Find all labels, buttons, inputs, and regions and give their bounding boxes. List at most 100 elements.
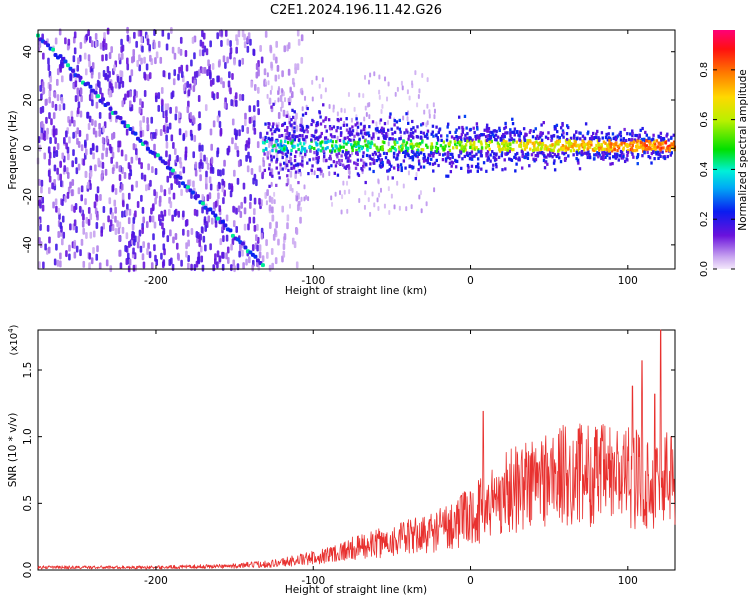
spectrogram-cell bbox=[593, 136, 596, 140]
spectrogram-cell bbox=[182, 228, 185, 236]
spectrogram-cell bbox=[349, 159, 352, 163]
spectrogram-cell bbox=[629, 132, 632, 136]
spectrogram-cell bbox=[77, 187, 81, 195]
spectrogram-cell bbox=[545, 155, 548, 159]
spectrogram-cell bbox=[355, 142, 359, 147]
spectrogram-cell bbox=[63, 165, 67, 173]
spectrogram-cell bbox=[455, 135, 458, 139]
spectrogram-cell bbox=[284, 97, 287, 103]
spectrogram-cell bbox=[159, 184, 163, 192]
spectrogram-cell bbox=[364, 105, 367, 111]
spectrogram-cell bbox=[238, 250, 241, 258]
spectrogram-cell bbox=[504, 121, 507, 126]
spectrogram-cell bbox=[120, 38, 123, 46]
spectrogram-cell bbox=[282, 161, 286, 165]
spectrogram-cell bbox=[40, 132, 43, 140]
spectrogram-cell bbox=[43, 152, 47, 160]
spectrogram-cell bbox=[53, 179, 56, 187]
spectrogram-cell bbox=[40, 126, 44, 134]
spectrogram-cell bbox=[645, 139, 648, 143]
spectrogram-cell bbox=[352, 144, 356, 148]
spectrogram-cell bbox=[317, 148, 320, 152]
trace-cell bbox=[180, 181, 185, 186]
spectrogram-cell bbox=[522, 144, 526, 148]
spectrogram-cell bbox=[421, 148, 425, 152]
spectrogram-cell bbox=[313, 151, 316, 155]
spectrogram-cell bbox=[113, 64, 116, 72]
spectrogram-cell bbox=[330, 195, 333, 201]
spectrogram-cell bbox=[315, 143, 319, 147]
spectrogram-cell bbox=[387, 128, 390, 132]
spectrogram-cell bbox=[347, 175, 351, 179]
spectrogram-cell bbox=[277, 171, 280, 175]
spectrogram-cell bbox=[316, 137, 320, 142]
spectrogram-cell bbox=[404, 149, 407, 153]
spectrogram-cell bbox=[356, 172, 360, 176]
spectrogram-cell bbox=[648, 136, 651, 140]
spectrogram-cell bbox=[535, 140, 538, 144]
spectrogram-cell bbox=[363, 204, 366, 210]
spectrogram-cell bbox=[480, 154, 483, 158]
spectrogram-cell bbox=[485, 142, 488, 146]
spectrogram-cell bbox=[139, 120, 142, 128]
spectrogram-cell bbox=[327, 139, 330, 144]
spectrogram-cell bbox=[424, 134, 428, 139]
spectrogram-cell bbox=[108, 112, 112, 120]
spectrogram-cell bbox=[167, 72, 171, 80]
spectrogram-cell bbox=[616, 148, 619, 153]
trace-cell bbox=[65, 63, 70, 68]
spectrogram-cell bbox=[178, 128, 182, 136]
spectrogram-cell bbox=[406, 89, 409, 95]
spectrogram-cell bbox=[368, 167, 372, 171]
spectrogram-cell bbox=[391, 176, 394, 180]
spectrogram-cell bbox=[181, 71, 184, 79]
spectrogram-cell bbox=[432, 134, 435, 138]
spectrogram-cell bbox=[198, 111, 201, 119]
spectrogram-cell bbox=[371, 157, 374, 161]
spectrogram-cell bbox=[73, 242, 76, 250]
spectrogram-cell bbox=[409, 143, 412, 147]
spectrogram-cell bbox=[347, 166, 351, 170]
spectrogram-cell bbox=[95, 222, 99, 230]
spectrogram-cell bbox=[457, 135, 460, 140]
spectrogram-cell bbox=[465, 151, 469, 155]
spectrogram-cell bbox=[597, 136, 600, 140]
spectrogram-cell bbox=[659, 154, 662, 159]
spectrogram-cell bbox=[79, 110, 83, 118]
spectrogram-cell bbox=[300, 146, 304, 150]
spectrogram-cell bbox=[136, 201, 140, 209]
spectrogram-cell bbox=[417, 159, 421, 163]
spectrogram-cell bbox=[287, 68, 291, 76]
spectrogram-cell bbox=[513, 155, 516, 159]
spectrogram-cell bbox=[369, 162, 372, 166]
spectrogram-cell bbox=[294, 163, 298, 167]
spectrogram-cell bbox=[358, 198, 361, 204]
spectrogram-cell bbox=[335, 153, 338, 157]
spectrogram-cell bbox=[377, 178, 380, 184]
trace-cell bbox=[228, 228, 233, 233]
spectrogram-cell bbox=[619, 149, 623, 154]
spectrogram-cell bbox=[118, 53, 121, 61]
spectrogram-cell bbox=[187, 255, 190, 263]
colorbar-label: Normalized spectral amplitude bbox=[737, 69, 749, 230]
spectrogram-cell bbox=[297, 147, 300, 152]
spectrogram-cell bbox=[339, 133, 343, 137]
spectrogram-cell bbox=[315, 156, 318, 160]
spectrogram-cell bbox=[308, 144, 312, 149]
spectrogram-cell bbox=[53, 258, 57, 266]
spectrogram-cell bbox=[387, 160, 390, 164]
spectrogram-cell bbox=[212, 93, 216, 101]
spectrogram-cell bbox=[153, 221, 157, 229]
spectrogram-cell bbox=[454, 142, 457, 146]
spectrogram-cell bbox=[402, 159, 406, 163]
spectrogram-cell bbox=[600, 156, 603, 161]
spectrogram-cell bbox=[349, 130, 353, 134]
spectrogram-cell bbox=[435, 134, 438, 138]
spectrogram-cell bbox=[78, 205, 82, 213]
spectrogram-cell bbox=[118, 174, 122, 182]
spectrogram-cell bbox=[325, 140, 328, 145]
spectrogram-cell bbox=[332, 125, 336, 129]
spectrogram-cell bbox=[409, 156, 412, 160]
spectrogram-cell bbox=[96, 79, 100, 87]
